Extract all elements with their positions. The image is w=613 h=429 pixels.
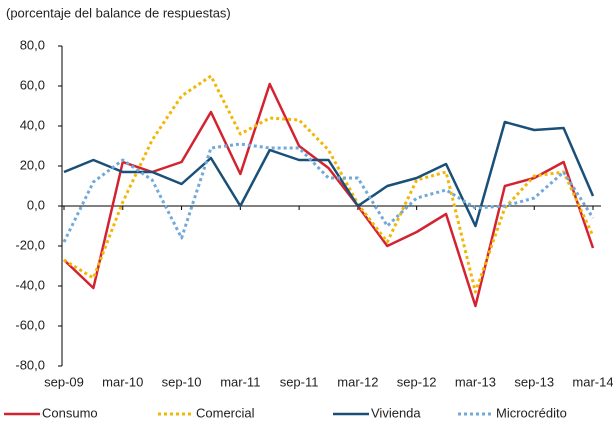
x-tick-label: mar-11	[220, 374, 260, 389]
series-line	[62, 142, 595, 243]
y-tick-label: 40,0	[20, 117, 45, 132]
y-tick-label: 0,0	[27, 197, 45, 212]
chart-subtitle: (porcentaje del balance de respuestas)	[6, 5, 231, 20]
x-tick-label: mar-14	[572, 374, 613, 389]
y-tick-label: -20,0	[15, 237, 45, 252]
x-tick-label: sep-13	[514, 374, 554, 389]
y-tick-label: -80,0	[15, 357, 45, 372]
series-line	[63, 120, 595, 228]
y-tick-label: -60,0	[15, 317, 45, 332]
x-tick-label: mar-10	[102, 374, 143, 389]
x-tick-label: sep-09	[44, 374, 84, 389]
series-line	[63, 82, 595, 308]
x-tick-label: mar-13	[455, 374, 496, 389]
legend-label: Consumo	[42, 405, 98, 420]
y-tick-label: 20,0	[20, 157, 45, 172]
legend-label: Comercial	[196, 405, 255, 420]
x-tick-label: sep-11	[280, 374, 319, 389]
x-tick-label: mar-12	[337, 374, 378, 389]
legend-label: Microcrédito	[496, 405, 567, 420]
x-tick-label: sep-12	[397, 374, 437, 389]
y-tick-label: -40,0	[15, 277, 45, 292]
y-tick-label: 80,0	[20, 37, 45, 52]
x-tick-label: sep-10	[162, 374, 202, 389]
series-line	[63, 74, 595, 294]
y-tick-label: 60,0	[20, 77, 45, 92]
legend-label: Vivienda	[371, 405, 421, 420]
